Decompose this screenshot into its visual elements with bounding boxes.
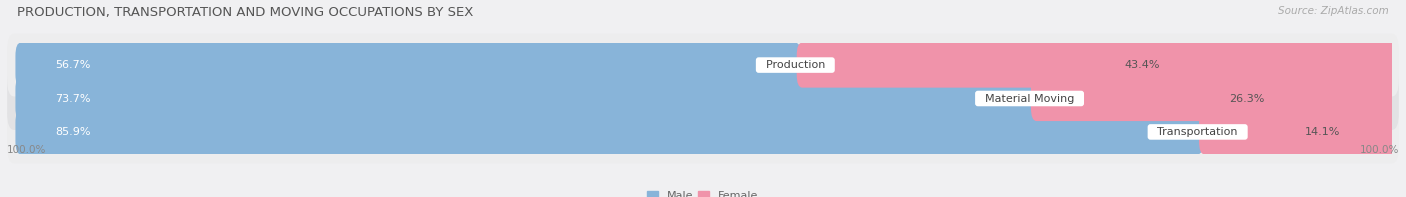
Text: Source: ZipAtlas.com: Source: ZipAtlas.com <box>1278 6 1389 16</box>
FancyBboxPatch shape <box>15 109 1204 154</box>
Text: 100.0%: 100.0% <box>1360 145 1399 155</box>
FancyBboxPatch shape <box>1199 109 1398 154</box>
Text: 56.7%: 56.7% <box>55 60 91 70</box>
FancyBboxPatch shape <box>7 34 1399 97</box>
FancyBboxPatch shape <box>1031 76 1398 121</box>
Text: 100.0%: 100.0% <box>7 145 46 155</box>
Text: Production: Production <box>759 60 832 70</box>
FancyBboxPatch shape <box>15 76 1035 121</box>
Text: Transportation: Transportation <box>1150 127 1244 137</box>
Text: 85.9%: 85.9% <box>55 127 91 137</box>
FancyBboxPatch shape <box>797 43 1399 88</box>
FancyBboxPatch shape <box>7 100 1399 163</box>
Text: 73.7%: 73.7% <box>55 94 91 103</box>
FancyBboxPatch shape <box>15 43 801 88</box>
Text: 14.1%: 14.1% <box>1305 127 1340 137</box>
FancyBboxPatch shape <box>7 67 1399 130</box>
Text: Material Moving: Material Moving <box>977 94 1081 103</box>
Text: 26.3%: 26.3% <box>1229 94 1264 103</box>
Text: PRODUCTION, TRANSPORTATION AND MOVING OCCUPATIONS BY SEX: PRODUCTION, TRANSPORTATION AND MOVING OC… <box>17 6 474 19</box>
Legend: Male, Female: Male, Female <box>643 186 763 197</box>
Text: 43.4%: 43.4% <box>1125 60 1160 70</box>
